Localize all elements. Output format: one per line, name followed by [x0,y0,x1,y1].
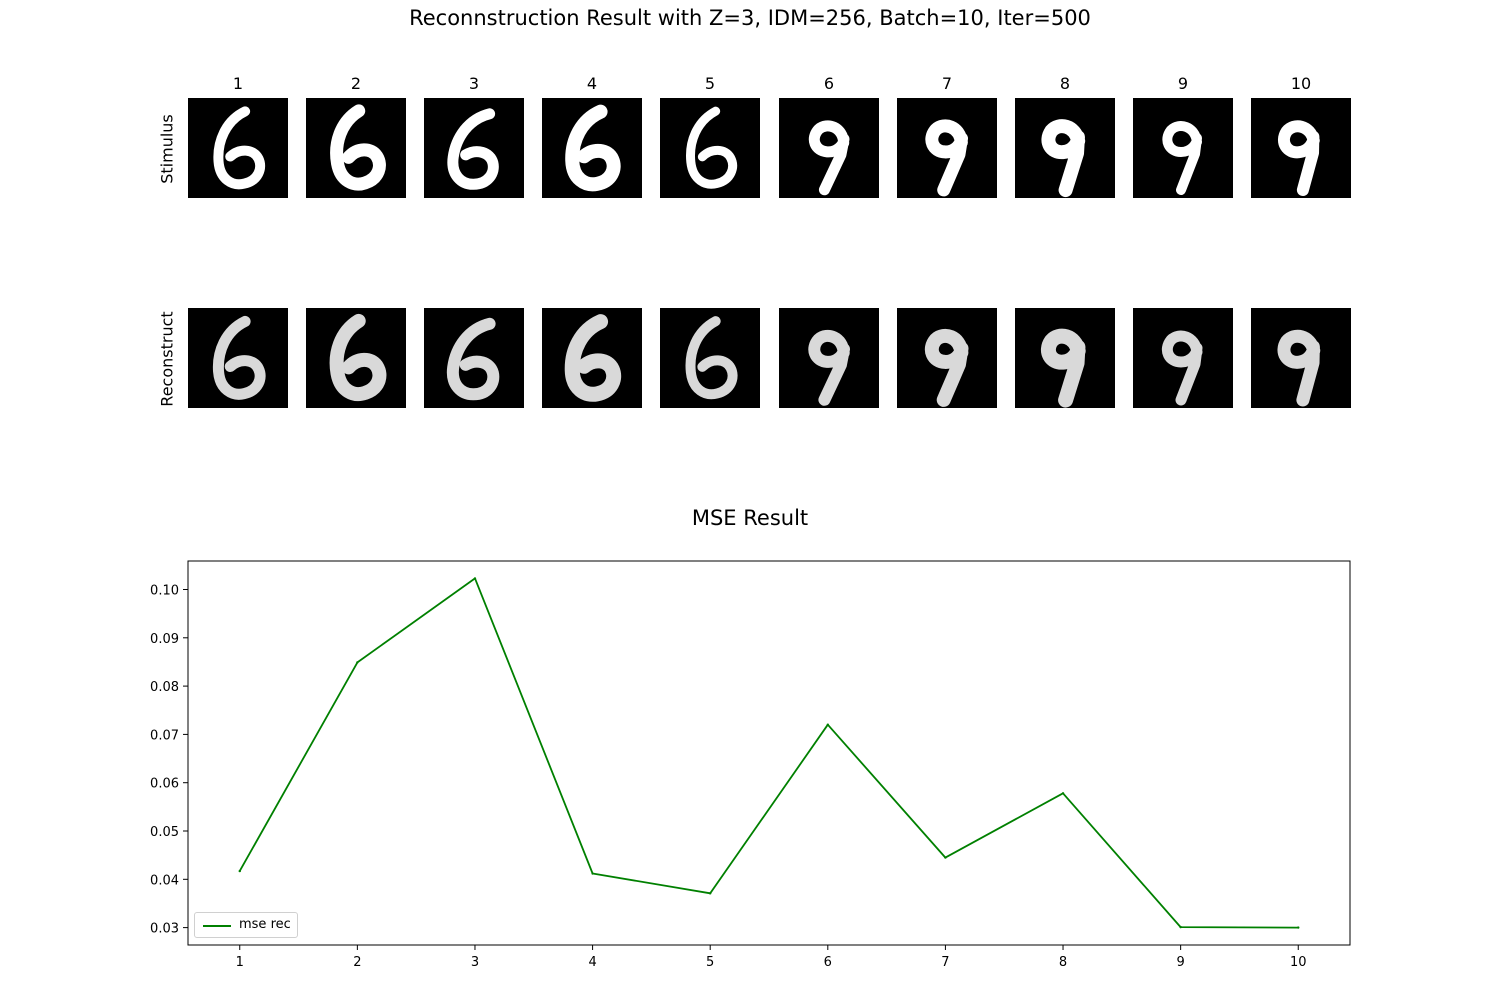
column-label-8: 8 [1059,74,1071,93]
reconstruct-image-5 [660,308,760,408]
reconstruct-image-4 [542,308,642,408]
stimulus-image-4 [542,98,642,198]
data-point [238,869,241,873]
reconstruct-image-8 [1015,308,1115,408]
digit-stroke [330,104,386,191]
data-point [1179,925,1182,929]
data-point [1297,926,1300,929]
reconstruct-image-2 [306,308,406,408]
stimulus-image-5 [660,98,760,198]
plot-frame [187,560,1351,946]
column-label-10: 10 [1290,74,1312,93]
y-tick-label: 0.07 [150,728,179,743]
data-point [708,892,712,895]
y-tick-label: 0.03 [150,922,179,937]
digit-stroke [925,119,969,197]
column-label-1: 1 [232,74,244,93]
column-label-2: 2 [350,74,362,93]
y-tick-label: 0.10 [150,583,179,598]
y-tick-label: 0.04 [150,873,179,888]
digit-stroke [329,313,387,401]
data-point [826,723,830,726]
digit-stroke [1161,330,1203,406]
reconstruct-image-3 [424,308,524,408]
digit-stroke [213,106,266,190]
digit-stroke [446,317,500,401]
digit-stroke [1040,328,1086,408]
reconstruct-image-9 [1133,308,1233,408]
digit-stroke [1162,121,1202,195]
digit-stroke [808,329,851,406]
x-tick-label: 7 [941,955,949,970]
data-point [591,872,594,875]
column-label-7: 7 [941,74,953,93]
y-tick-label: 0.05 [150,825,179,840]
column-label-9: 9 [1177,74,1189,93]
y-tick-label: 0.06 [150,777,179,792]
figure-title: Reconnstruction Result with Z=3, IDM=256… [409,6,1091,30]
stimulus-image-8 [1015,98,1115,198]
x-tick-label: 3 [471,955,479,970]
stimulus-image-9 [1133,98,1233,198]
digit-stroke [565,104,621,192]
legend-line-swatch [203,925,231,927]
y-tick-label: 0.09 [150,632,179,647]
digit-stroke [1041,119,1086,198]
x-tick-label: 4 [588,955,596,970]
stimulus-image-10 [1251,98,1351,198]
column-label-5: 5 [704,74,716,93]
reconstruct-image-7 [897,308,997,408]
data-point [356,661,359,664]
x-tick-label: 8 [1059,955,1067,970]
data-point [944,856,947,859]
data-point [1061,792,1065,795]
x-tick-label: 5 [706,955,714,970]
x-tick-label: 10 [1290,955,1307,970]
y-tick-label: 0.08 [150,680,179,695]
x-tick-label: 2 [353,955,361,970]
chart-legend: mse rec [194,912,298,938]
reconstruct-image-1 [188,308,288,408]
digit-stroke [1278,120,1320,197]
data-point [473,577,477,580]
column-label-4: 4 [586,74,598,93]
legend-label: mse rec [239,917,291,932]
stimulus-image-2 [306,98,406,198]
reconstruct-image-6 [779,308,879,408]
stimulus-image-7 [897,98,997,198]
chart-title: MSE Result [691,506,809,530]
x-tick-label: 6 [824,955,832,970]
stimulus-image-1 [188,98,288,198]
x-tick-label: 1 [236,955,244,970]
digit-stroke [686,106,738,189]
digit-stroke [924,329,969,407]
digit-stroke [447,108,499,190]
stimulus-image-6 [779,98,879,198]
stimulus-image-3 [424,98,524,198]
digit-stroke [564,314,622,402]
series-line-mse-rec [238,577,1299,929]
reconstruct-image-10 [1251,308,1351,408]
digit-stroke [685,316,738,400]
digit-stroke [808,120,850,196]
column-label-3: 3 [468,74,480,93]
column-label-6: 6 [823,74,835,93]
digit-stroke [212,315,266,400]
digit-stroke [1277,329,1321,407]
x-tick-label: 9 [1176,955,1184,970]
